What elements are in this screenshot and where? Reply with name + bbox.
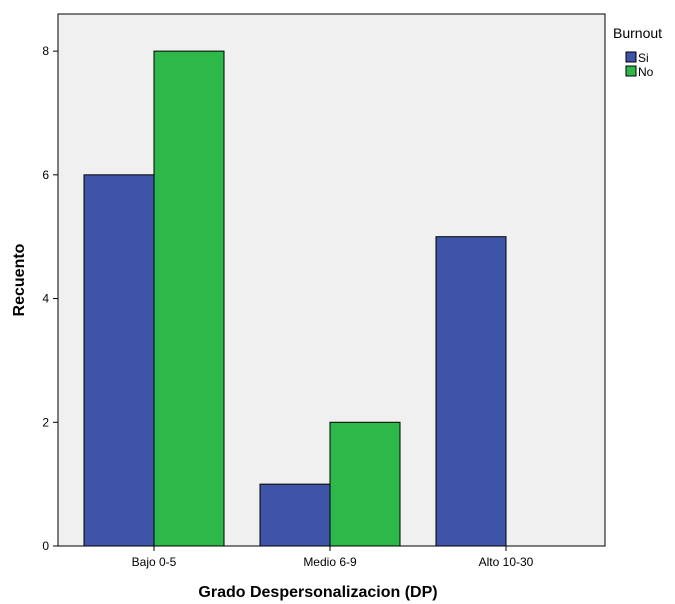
bar-no-1: [329, 421, 401, 547]
y-tick-label: 4: [42, 292, 49, 306]
legend-swatch-si: [625, 51, 637, 63]
bar-no-0: [153, 50, 225, 547]
y-tick-label: 6: [42, 168, 49, 182]
legend-swatch-no: [625, 65, 637, 77]
x-tick-label: Alto 10-30: [479, 555, 534, 569]
y-axis-title: Recuento: [11, 243, 28, 316]
y-tick-label: 0: [42, 539, 49, 553]
bar-si-2: [435, 236, 507, 547]
y-axis: 0 2 4 6 8: [42, 44, 58, 553]
x-axis-title: Grado Despersonalizacion (DP): [198, 584, 437, 601]
x-tick-label: Medio 6-9: [303, 555, 357, 569]
x-tick-label: Bajo 0-5: [132, 555, 177, 569]
legend-label-si: Si: [638, 51, 649, 65]
legend-title: Burnout: [613, 25, 662, 41]
x-axis: Bajo 0-5 Medio 6-9 Alto 10-30: [132, 546, 534, 569]
y-tick-label: 8: [42, 44, 49, 58]
bar-si-0: [83, 174, 155, 547]
legend-label-no: No: [638, 65, 654, 79]
bar-si-1: [259, 483, 331, 547]
y-tick-label: 2: [42, 415, 49, 429]
bars-layer: [83, 50, 507, 547]
